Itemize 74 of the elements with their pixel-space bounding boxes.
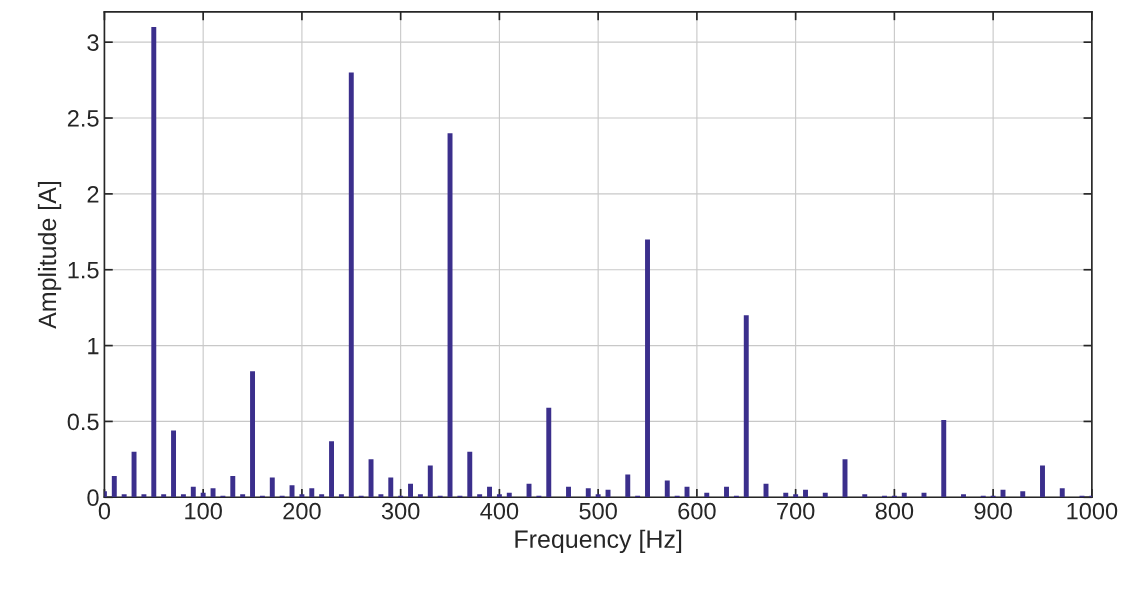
- bar: [240, 494, 246, 498]
- x-tick-label: 900: [974, 502, 1012, 520]
- bar: [803, 489, 808, 498]
- bar: [378, 494, 384, 498]
- x-tick-label: 400: [480, 502, 519, 520]
- x-tick-label: 600: [678, 502, 716, 520]
- bar: [506, 492, 512, 498]
- bar: [585, 488, 591, 498]
- bar: [595, 494, 601, 498]
- bar: [210, 488, 216, 498]
- bar: [121, 494, 127, 498]
- bar: [743, 315, 749, 498]
- x-tick-label: 800: [875, 502, 914, 520]
- bar: [368, 459, 374, 498]
- bar: [230, 476, 236, 498]
- bar: [151, 27, 157, 498]
- x-tick-label: 300: [381, 502, 420, 520]
- bar: [131, 451, 137, 498]
- bar: [625, 474, 631, 498]
- bar: [299, 494, 305, 498]
- bar: [1020, 491, 1026, 498]
- bar: [408, 483, 413, 498]
- bar: [190, 486, 196, 498]
- y-tick-label: 0: [87, 489, 99, 507]
- y-tick-label: 0.5: [67, 413, 99, 431]
- bar: [496, 494, 502, 498]
- bar: [822, 492, 828, 498]
- bar: [1040, 465, 1045, 498]
- bar: [704, 492, 710, 498]
- x-tick-label: 500: [579, 502, 617, 520]
- bar: [467, 451, 473, 498]
- bar: [901, 492, 907, 498]
- bar: [348, 72, 354, 498]
- bar: [338, 494, 344, 498]
- bar: [664, 480, 670, 498]
- bar: [329, 441, 334, 498]
- bar: [289, 485, 295, 498]
- x-tick-label: 100: [185, 502, 222, 520]
- bar: [1059, 488, 1065, 498]
- bar: [250, 371, 256, 498]
- x-tick-label: 1000: [1067, 502, 1118, 520]
- bar: [171, 430, 177, 498]
- bar: [180, 494, 186, 498]
- y-tick-label: 2: [87, 185, 99, 203]
- bar: [111, 476, 117, 498]
- x-tick-label: 200: [283, 502, 321, 520]
- bar: [724, 486, 729, 498]
- y-tick-label: 2.5: [67, 110, 99, 127]
- bar: [427, 465, 433, 498]
- bar: [961, 494, 966, 498]
- bar: [546, 407, 552, 498]
- bar: [388, 477, 394, 498]
- bar: [941, 419, 947, 498]
- bar: [566, 486, 571, 498]
- x-tick-label: 0: [98, 502, 111, 520]
- bar: [783, 492, 789, 498]
- bar: [417, 494, 423, 498]
- bar: [487, 486, 492, 498]
- y-tick-label: 1: [88, 337, 99, 355]
- bar: [161, 494, 167, 498]
- x-axis-title: Frequency [Hz]: [515, 529, 682, 554]
- y-axis-title: Amplitude [A]: [37, 182, 62, 329]
- y-tick-label: 1.5: [68, 262, 99, 279]
- bar: [269, 477, 275, 498]
- bar: [645, 239, 650, 498]
- x-tick-label: 700: [777, 502, 815, 520]
- bar: [862, 494, 868, 498]
- bar: [477, 494, 483, 498]
- bar: [200, 492, 206, 498]
- y-tick-label: 3: [87, 34, 99, 51]
- bar: [309, 488, 315, 498]
- bar: [793, 494, 799, 498]
- bar: [319, 494, 325, 498]
- bar: [141, 494, 147, 498]
